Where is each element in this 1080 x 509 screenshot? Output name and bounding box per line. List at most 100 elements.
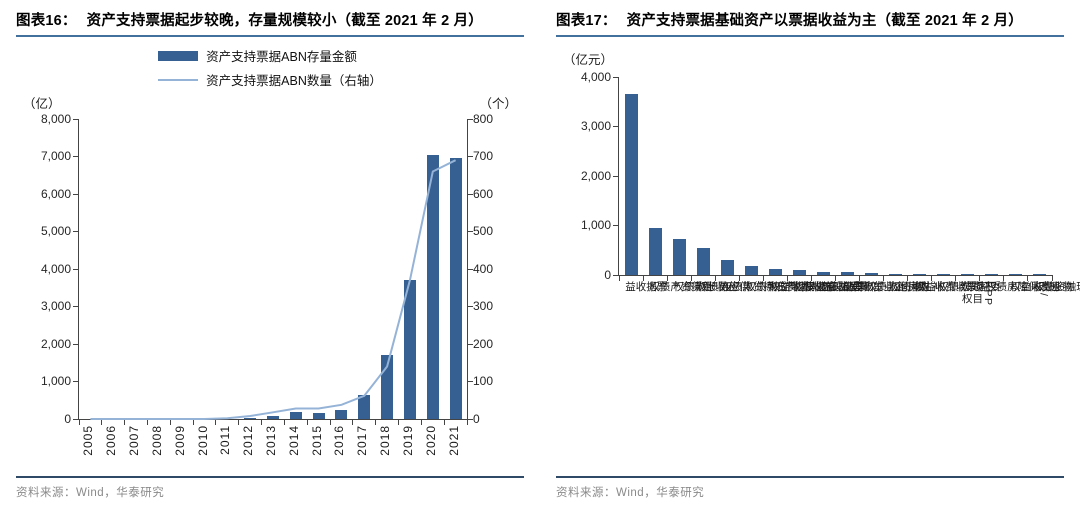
y-axis-tick-label: 3,000: [580, 119, 611, 133]
y-axis-tick-label: 0: [604, 267, 611, 282]
x-axis-tick-mark: [883, 275, 885, 281]
x-axis-tick-mark: [714, 275, 716, 281]
x-axis-label-租赁资产债权: 租赁资产债权: [648, 281, 713, 293]
bar-2017: [358, 394, 371, 419]
x-axis-label-客票收费收益权: 客票收费收益权: [912, 281, 988, 293]
chart17-title-tag: 图表17：: [556, 13, 617, 29]
y-axis-tick-label: 1,000: [40, 374, 71, 388]
secondary-y-axis-tick-mark: [467, 118, 473, 120]
chart16-source: 资料来源：Wind，华泰研究: [16, 476, 524, 509]
x-axis-tick-mark: [78, 419, 80, 425]
x-axis-label-票据收益: 票据收益: [624, 281, 668, 293]
y-axis-tick-label: 2,000: [40, 336, 71, 351]
bar-委托贷款债权: [937, 274, 951, 275]
chart17-panel: 图表17： 资产支持票据基础资产以票据收益为主（截至 2021 年 2 月） （亿…: [540, 0, 1080, 509]
bar-物业费收益权: [1009, 274, 1023, 275]
x-axis-label-物业费收益权: 物业费收益权: [1008, 281, 1074, 293]
legend-label-abn-amount: 资产支持票据ABN存量金额: [206, 50, 357, 64]
x-axis-tick-mark: [810, 275, 812, 281]
x-axis-tick-mark: [931, 275, 933, 281]
x-axis-label-委托贷款债权: 委托贷款债权: [936, 281, 1002, 293]
bar-微小企业贷款债权: [841, 272, 855, 275]
chart16: （亿） （个） 8,000 7,000 6,000 5,000 4,000 3,000 2,…: [16, 93, 524, 465]
x-axis-label-2021: 2021: [446, 425, 461, 456]
x-axis-tick-mark: [690, 275, 692, 281]
bar-2013: [267, 415, 279, 419]
chart17-source: 资料来源：Wind，华泰研究: [556, 476, 1064, 509]
y-axis-tick-mark: [73, 418, 79, 420]
bar-票据收益权债权: [792, 269, 806, 275]
x-axis-tick-mark: [306, 419, 308, 425]
x-axis-label-PPP项目债权: PPP项目债权: [960, 281, 994, 307]
x-axis-label-2009: 2009: [172, 425, 187, 456]
bar-2015: [312, 412, 325, 419]
secondary-y-axis-tick-label: 200: [473, 336, 494, 351]
y-axis-tick-mark: [73, 118, 79, 120]
bar-基础设施收费收益权: [768, 268, 782, 275]
x-axis-tick-mark: [907, 275, 909, 281]
chart16-left-unit-label: （亿）: [23, 97, 61, 111]
x-axis-label-应收账款债权: 应收账款债权: [672, 281, 737, 293]
x-axis-label-2010: 2010: [195, 425, 210, 456]
secondary-y-axis-tick-mark: [467, 193, 473, 195]
x-axis-label-信托受益债权: 信托受益债权: [816, 281, 881, 293]
y-axis-tick-mark: [613, 225, 619, 226]
x-axis-label-2013: 2013: [264, 425, 278, 456]
x-axis-tick-mark: [666, 275, 668, 281]
y-axis-tick-label: 4,000: [40, 261, 71, 276]
bar-商业房地产抵押贷款债权: [720, 260, 734, 275]
legend-label-abn-count: 资产支持票据ABN数量（右轴）: [206, 74, 382, 88]
x-axis-tick-mark: [642, 275, 644, 281]
chart16-right-unit-label: （个）: [479, 97, 517, 111]
secondary-y-axis-tick-label: 100: [473, 374, 494, 388]
x-axis-label-票据收益权债权: 票据收益权债权: [792, 281, 868, 293]
secondary-y-axis-tick-mark: [467, 231, 473, 232]
x-axis-label-2008: 2008: [149, 425, 164, 456]
chart17: （亿元） 4,000 3,000 2,000 1,000 0 票据收益 租赁资产债权 应收账款…: [556, 49, 1080, 455]
y-axis-tick-mark: [73, 231, 79, 232]
bar-2019: [403, 280, 416, 419]
x-axis-tick-mark: [215, 419, 217, 425]
x-axis-label-2007: 2007: [127, 425, 142, 456]
x-axis-label-补贴款债权: 补贴款债权: [888, 281, 943, 293]
y-axis-tick-label: 6,000: [40, 186, 71, 201]
x-axis-tick-mark: [1051, 275, 1053, 281]
x-axis-label-棚改/保障房债权: 棚改/保障房债权: [984, 281, 1060, 298]
x-axis-label-2014: 2014: [286, 425, 301, 456]
x-axis-label-2016: 2016: [332, 425, 347, 456]
x-axis-label-商业房地产抵押贷款债权: 商业房地产抵押贷款债权: [720, 281, 838, 293]
x-axis-label-2015: 2015: [309, 425, 324, 456]
secondary-y-axis-tick-label: 800: [473, 111, 494, 126]
x-axis-label-保理融资债权: 保理融资债权: [1032, 281, 1080, 293]
bar-客票收费收益权: [913, 274, 927, 275]
x-axis-label-供应链债权: 供应链债权: [696, 281, 751, 293]
bar-2014: [289, 411, 302, 419]
x-axis-tick-mark: [859, 275, 861, 281]
bar-票据收益: [624, 94, 638, 275]
y-axis-tick-label: 1,000: [580, 218, 611, 232]
x-axis-tick-mark: [169, 419, 171, 425]
secondary-y-axis-tick-label: 500: [473, 224, 494, 238]
secondary-y-axis-tick-label: 400: [473, 261, 494, 276]
bar-信托受益债权: [816, 271, 830, 275]
bar-2012: [244, 417, 257, 419]
chart16-plot-area: （亿） （个） 8,000 7,000 6,000 5,000 4,000 3,000 2,…: [23, 97, 517, 456]
bar-供应链债权: [696, 247, 710, 275]
chart16-title: 图表16： 资产支持票据起步较晚，存量规模较小（截至 2021 年 2 月）: [16, 2, 524, 37]
secondary-y-axis-tick-label: 0: [473, 411, 480, 426]
abn-count-line-layer: [90, 159, 457, 420]
chart16-legend: 资产支持票据ABN存量金额 资产支持票据ABN数量（右轴）: [16, 46, 524, 89]
x-axis-tick-mark: [466, 419, 468, 425]
y-axis-tick-label: 3,000: [40, 299, 71, 313]
x-axis-tick-mark: [955, 275, 957, 281]
x-axis-label-基础设施收费收益权: 基础设施收费收益权: [768, 281, 865, 293]
legend-item-abn-count: 资产支持票据ABN数量（右轴）: [158, 70, 382, 89]
y-axis-tick-mark: [73, 343, 79, 345]
bar-应收账款债权: [672, 239, 686, 275]
chart17-source-text: 资料来源：Wind，华泰研究: [556, 487, 705, 499]
x-axis-tick-mark: [283, 419, 285, 425]
x-axis-tick-mark: [762, 275, 764, 281]
x-axis-label-2006: 2006: [104, 425, 119, 456]
y-axis-tick-label: 2,000: [580, 168, 611, 183]
bar-棚改/保障房债权: [985, 274, 999, 275]
